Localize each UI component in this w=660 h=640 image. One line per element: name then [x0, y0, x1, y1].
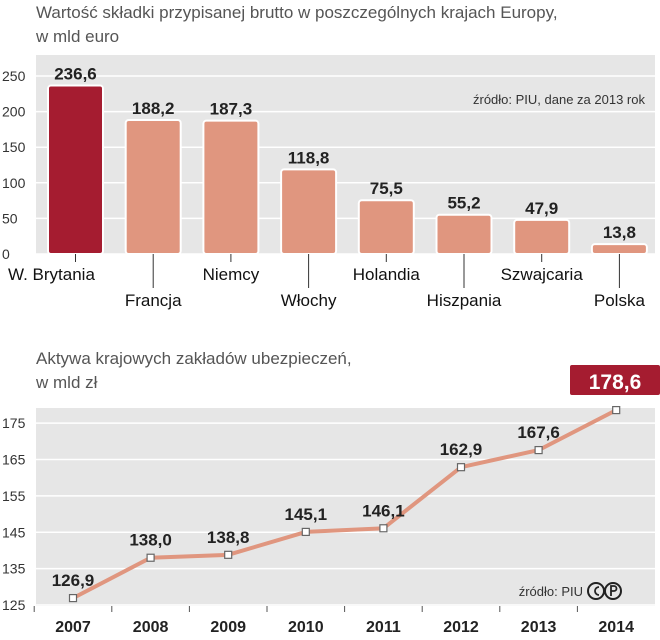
line-ytick-label-4: 165	[2, 452, 26, 468]
line-point-4	[379, 524, 388, 533]
line-xtick-label-1: 2008	[133, 619, 169, 636]
bar-category-label-3: Włochy	[281, 291, 337, 310]
bar-category-label-2: Niemcy	[203, 265, 260, 284]
bar-4	[357, 199, 415, 256]
line-chart-panel	[36, 408, 655, 606]
line-xtick-label-4: 2011	[366, 619, 401, 636]
line-point-label-1: 138,0	[129, 531, 172, 550]
bar-ytick-label-3: 150	[2, 139, 26, 155]
line-highlight-box	[568, 363, 660, 397]
bar-value-label-2: 187,3	[210, 100, 253, 119]
line-ytick-label-1: 135	[2, 561, 26, 577]
line-series	[72, 408, 618, 600]
line-point-2	[224, 550, 233, 559]
bar-chart: 0 50 100 150 200 250 źródło: PIU, dane za 2013…	[2, 55, 655, 310]
bar-value-label-3: 118,8	[288, 148, 330, 167]
line-point-7	[612, 405, 621, 415]
bar-ytick-label-0: 0	[2, 246, 10, 262]
line-xtick-label-7: 2014	[598, 619, 634, 636]
bar-6	[513, 218, 571, 256]
line-ytick-label-2: 145	[2, 524, 26, 540]
line-chart-title-line1: Aktywa krajowych zakładów ubezpieczeń,	[36, 349, 352, 368]
line-ytick-label-0: 125	[2, 597, 26, 613]
line-point-label-7: 178,6	[589, 371, 642, 394]
line-point-label-5: 162,9	[440, 440, 483, 459]
bar-5	[435, 213, 493, 255]
bar-2	[202, 119, 260, 256]
line-ytick-label-5: 175	[2, 415, 26, 431]
bar-category-label-6: Szwajcaria	[501, 265, 584, 284]
line-point-label-0: 126,9	[52, 571, 95, 590]
line-chart-source: źródło: PIU	[519, 584, 583, 599]
bar-value-label-6: 47,9	[525, 199, 558, 218]
line-xtick-label-2: 2009	[210, 619, 246, 636]
line-xtick-label-3: 2010	[288, 619, 324, 636]
cp-logo-p-circle	[604, 582, 622, 600]
line-xtick-label-0: 2007	[55, 619, 91, 636]
cp-logo	[587, 582, 622, 600]
bar-category-label-4: Holandia	[353, 265, 421, 284]
bar-category-label-7: Polska	[594, 291, 646, 310]
line-point-label-4: 146,1	[362, 501, 405, 520]
cp-logo-p-glyph	[610, 585, 618, 596]
line-ytick-label-3: 155	[2, 488, 26, 504]
line-point-label-3: 145,1	[285, 505, 328, 524]
line-point-5	[456, 463, 466, 472]
line-chart-title-line2: w mld zł	[36, 373, 98, 392]
bar-chart-title-line2: w mld euro	[36, 27, 120, 46]
line-point-0	[68, 593, 78, 603]
bar-value-label-1: 188,2	[132, 99, 175, 118]
line-chart: 125 135 145 155 165 175 2007 2008 2009 2010 2011 20…	[2, 363, 660, 636]
bar-ytick-label-1: 50	[2, 210, 18, 226]
bar-category-label-5: Hiszpania	[427, 291, 502, 310]
bar-chart-source: źródło: PIU, dane za 2013 rok	[473, 92, 645, 107]
bar-0	[47, 84, 104, 255]
bar-ytick-label-2: 100	[2, 175, 26, 191]
cp-logo-c-glyph	[594, 586, 600, 596]
bar-value-label-5: 55,2	[447, 194, 480, 213]
bar-value-label-0: 236,6	[54, 65, 97, 84]
bar-category-label-1: Francja	[125, 291, 182, 310]
bar-value-label-4: 75,5	[370, 179, 403, 198]
bar-3	[280, 168, 338, 255]
bar-value-label-7: 13,8	[603, 223, 636, 242]
bar-ytick-label-4: 200	[2, 104, 26, 120]
line-point-1	[146, 553, 155, 562]
line-xtick-label-5: 2012	[443, 619, 479, 636]
bar-1	[124, 119, 182, 255]
bar-category-label-0: W. Brytania	[8, 265, 95, 284]
line-point-6	[534, 445, 543, 455]
bar-chart-title-line1: Wartość składki przypisanej brutto w pos…	[36, 3, 558, 22]
bar-7	[590, 243, 648, 255]
line-point-label-6: 167,6	[517, 423, 560, 442]
line-xtick-label-6: 2013	[521, 619, 557, 636]
line-point-label-2: 138,8	[207, 528, 250, 547]
line-point-3	[301, 527, 310, 537]
bar-ytick-label-5: 250	[2, 68, 26, 84]
